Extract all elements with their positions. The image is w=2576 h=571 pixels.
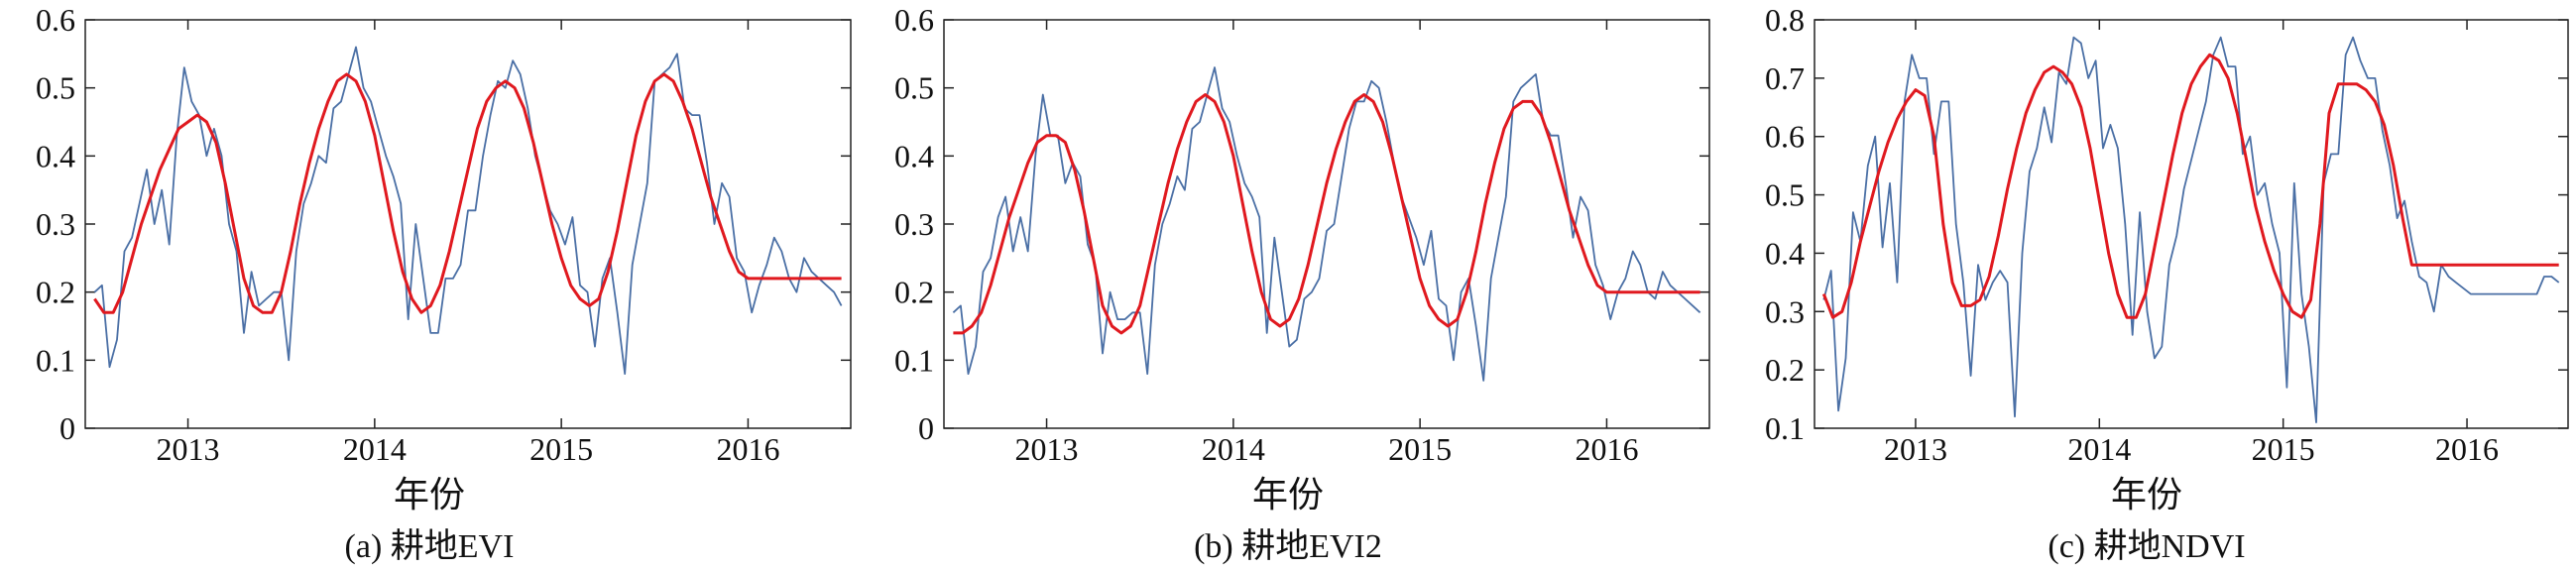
y-tick-label: 0.5 bbox=[1765, 177, 1805, 213]
y-tick-label: 0.2 bbox=[894, 275, 934, 310]
x-tick-label: 2014 bbox=[1202, 431, 1265, 466]
x-tick-label: 2013 bbox=[1884, 431, 1947, 466]
y-tick-label: 0.7 bbox=[1765, 60, 1805, 96]
y-tick-label: 0.6 bbox=[36, 2, 75, 38]
fitted-series-line bbox=[953, 93, 1700, 335]
y-tick-label: 0.2 bbox=[1765, 352, 1805, 388]
chart-caption: (a) 耕地EVI bbox=[344, 528, 515, 565]
raw-series-line bbox=[952, 66, 1701, 382]
raw-series-line bbox=[1822, 36, 2560, 424]
y-tick-label: 0.1 bbox=[1765, 410, 1805, 446]
y-tick-label: 0.3 bbox=[36, 206, 75, 242]
x-tick-label: 2015 bbox=[1388, 431, 1452, 466]
chart-panel-ndvi: 0.1 0.2 0.3 0.4 0.5 0.6 0.7 0.8 2013 2014 2015 2016… bbox=[1717, 0, 2576, 571]
y-tick-label: 0 bbox=[918, 410, 934, 446]
y-tick-label: 0.1 bbox=[894, 342, 934, 378]
chart-panel-evi: 0 0.1 0.2 0.3 0.4 0.5 0.6 2013 2014 2015 2016 年份 (… bbox=[0, 0, 859, 571]
x-axis-title: 年份 bbox=[2110, 475, 2182, 515]
x-tick-label: 2016 bbox=[1575, 431, 1638, 466]
y-tick-label: 0.4 bbox=[894, 138, 934, 173]
x-axis-title: 年份 bbox=[393, 475, 465, 515]
fitted-series-line bbox=[1821, 53, 2559, 319]
x-tick-label: 2015 bbox=[2252, 431, 2315, 466]
x-tick-label: 2016 bbox=[716, 431, 779, 466]
chart-caption: (c) 耕地NDVI bbox=[2048, 528, 2246, 565]
x-tick-label: 2013 bbox=[157, 431, 220, 466]
y-tick-label: 0 bbox=[59, 410, 75, 446]
fitted-series-line bbox=[93, 72, 842, 314]
y-tick-label: 0.4 bbox=[1765, 235, 1805, 271]
x-tick-label: 2014 bbox=[2067, 431, 2131, 466]
y-tick-label: 0.6 bbox=[894, 2, 934, 38]
y-tick-label: 0.6 bbox=[1765, 119, 1805, 155]
plot-frame bbox=[1814, 19, 2569, 429]
plot-frame bbox=[84, 19, 852, 429]
y-tick-label: 0.8 bbox=[1765, 2, 1805, 38]
y-tick-label: 0.4 bbox=[36, 138, 75, 173]
raw-series-line bbox=[93, 46, 843, 376]
plot-frame bbox=[943, 19, 1710, 429]
x-tick-label: 2016 bbox=[2435, 431, 2499, 466]
chart-ndvi: 0.1 0.2 0.3 0.4 0.5 0.6 0.7 0.8 2013 2014 2015 2016 bbox=[1765, 2, 2569, 466]
y-tick-label: 0.5 bbox=[894, 70, 934, 106]
x-tick-label: 2015 bbox=[529, 431, 593, 466]
chart-evi2: 0 0.1 0.2 0.3 0.4 0.5 0.6 2013 2014 2015 2016 bbox=[894, 2, 1710, 466]
chart-caption: (b) 耕地EVI2 bbox=[1194, 528, 1382, 565]
y-tick-label: 0.3 bbox=[894, 206, 934, 242]
y-tick-label: 0.5 bbox=[36, 70, 75, 106]
y-tick-label: 0.2 bbox=[36, 275, 75, 310]
chart-panel-evi2: 0 0.1 0.2 0.3 0.4 0.5 0.6 2013 2014 2015 2016 年份 (… bbox=[859, 0, 1717, 571]
y-tick-label: 0.3 bbox=[1765, 293, 1805, 329]
y-tick-label: 0.1 bbox=[36, 342, 75, 378]
x-axis-title: 年份 bbox=[1251, 475, 1324, 515]
x-tick-label: 2013 bbox=[1015, 431, 1079, 466]
chart-evi: 0 0.1 0.2 0.3 0.4 0.5 0.6 2013 2014 2015 2016 bbox=[36, 2, 852, 466]
x-tick-label: 2014 bbox=[343, 431, 407, 466]
